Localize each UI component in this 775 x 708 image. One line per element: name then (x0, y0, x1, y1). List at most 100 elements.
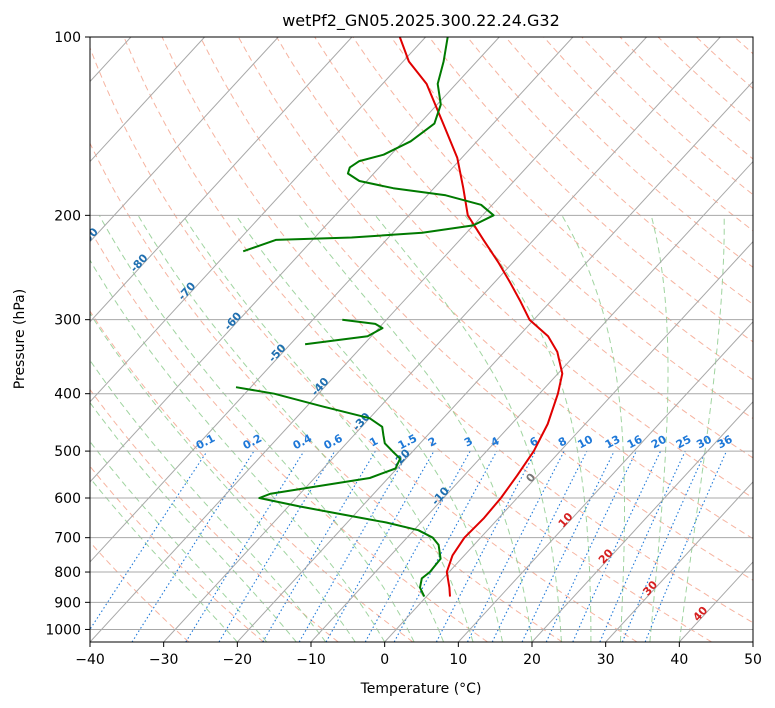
y-tick-label: 500 (54, 444, 81, 460)
x-tick-label: 0 (380, 652, 389, 668)
isotherm-line (752, 641, 753, 642)
x-tick-label: 40 (670, 652, 688, 668)
x-tick-label: 30 (597, 652, 615, 668)
x-tick-label: 20 (523, 652, 541, 668)
mixing-ratio-label: 30 (694, 433, 714, 452)
mixing-ratio-label: 2 (426, 434, 439, 449)
moist-adiabat-line (90, 259, 386, 642)
mixing-ratio-label: 25 (674, 433, 694, 452)
y-axis: 100 200 300 400 500 600 700 800 900 1000 (45, 30, 90, 638)
dry-adiabat-line (466, 37, 753, 305)
x-tick-label: −40 (75, 652, 105, 668)
mixing-ratio-line (185, 450, 305, 642)
dry-adiabats (90, 37, 753, 642)
isotherm-label: -20 (390, 446, 413, 470)
isotherm-label: -40 (309, 375, 332, 399)
y-tick-label: 900 (54, 595, 81, 611)
dry-adiabat-line (428, 37, 753, 343)
mixing-ratio-line (491, 450, 588, 642)
dry-adiabat-line (734, 37, 753, 55)
mixing-ratio-label: 0.2 (241, 432, 264, 453)
moist-adiabat-line (649, 215, 669, 642)
dry-adiabat-line (90, 388, 339, 642)
isotherm-line (90, 37, 279, 243)
isotherm-label: -60 (221, 309, 244, 333)
profile-series (235, 37, 564, 598)
isotherm-label: 20 (596, 546, 616, 566)
y-axis-title: Pressure (hPa) (12, 289, 28, 389)
isotherm-line (90, 37, 574, 563)
dry-adiabat-line (619, 37, 753, 160)
dry-adiabat-line (505, 37, 753, 268)
dewpoint-profile-line (304, 318, 384, 346)
mixing-ratio-label: 10 (575, 433, 595, 452)
y-tick-label: 800 (54, 565, 81, 581)
mixing-ratio-line (621, 450, 707, 642)
mixing-ratio-line (218, 450, 336, 642)
y-tick-label: 700 (54, 531, 81, 547)
x-tick-label: 50 (744, 652, 762, 668)
isotherm-line (163, 37, 721, 642)
mixing-ratio-label: 8 (556, 434, 569, 449)
dry-adiabat-line (314, 37, 753, 459)
mixing-ratio-label: 13 (603, 433, 623, 452)
dewpoint-profile-line (235, 386, 442, 598)
isotherm-line (90, 37, 426, 403)
moist-adiabat-line (464, 214, 592, 642)
moist-adiabat-line (90, 477, 238, 642)
mixing-ratio-line (393, 450, 498, 642)
mixing-ratio-lines (90, 450, 728, 642)
moist-adiabat-line (678, 215, 725, 642)
isotherm-label: 10 (556, 510, 576, 530)
mixing-ratio-labels: 0.1 0.2 0.4 0.6 1 1.5 2 3 4 6 8 10 13 16 20 25 30 36 (194, 432, 735, 453)
dry-adiabat-line (276, 37, 753, 499)
dry-adiabat-line (352, 37, 753, 420)
moist-adiabat-line (90, 401, 297, 642)
mixing-ratio-line (545, 450, 637, 642)
moist-adiabat-line (90, 440, 268, 642)
isotherm-label: -80 (128, 251, 151, 275)
mixing-ratio-line (131, 450, 255, 642)
isotherm-line (678, 561, 753, 642)
isotherm-line (605, 481, 753, 642)
plot-frame (89, 36, 754, 643)
chart-title: wetPf2_GN05.2025.300.22.24.G32 (282, 11, 560, 31)
mixing-ratio-label: 3 (462, 434, 475, 449)
isotherm-label: -90 (78, 225, 101, 249)
moist-adiabat-line (137, 215, 445, 642)
dry-adiabat-line (543, 37, 753, 232)
mixing-ratio-line (644, 450, 728, 642)
y-tick-label: 200 (54, 208, 81, 224)
y-tick-label: 300 (54, 313, 81, 329)
moist-adiabat-line (90, 312, 356, 642)
moist-adiabat-line (374, 214, 562, 642)
isotherm-line (90, 37, 647, 642)
mixing-ratio-line (467, 450, 565, 642)
isotherm-label: 40 (690, 604, 710, 624)
isotherm-line (457, 320, 753, 642)
isotherm-line (90, 37, 500, 483)
isotherm-line (310, 160, 753, 642)
isotherm-label: -100 (24, 198, 52, 227)
isotherm-line (0, 37, 57, 642)
y-tick-label: 600 (54, 491, 81, 507)
dry-adiabat-line (695, 37, 753, 90)
isotherm-line (236, 80, 753, 642)
x-tick-label: 10 (449, 652, 467, 668)
dry-adiabat-line (237, 37, 753, 540)
x-axis-title: Temperature (°C) (360, 681, 482, 697)
isotherm-line (90, 37, 353, 323)
isotherm-label: 0 (523, 470, 538, 485)
mixing-ratio-label: 16 (625, 433, 645, 452)
x-tick-label: −30 (149, 652, 179, 668)
mixing-ratio-label: 1 (367, 434, 380, 449)
mixing-ratio-label: 1.5 (396, 432, 419, 453)
isotherm-label: 30 (640, 578, 660, 598)
moist-adiabat-line (182, 215, 474, 642)
mixing-ratio-line (572, 450, 662, 642)
x-axis: −40 −30 −20 −10 0 10 20 30 40 50 (75, 642, 762, 668)
dry-adiabat-line (199, 37, 753, 581)
dry-adiabat-line (657, 37, 753, 125)
isotherm-label: -50 (266, 341, 289, 365)
